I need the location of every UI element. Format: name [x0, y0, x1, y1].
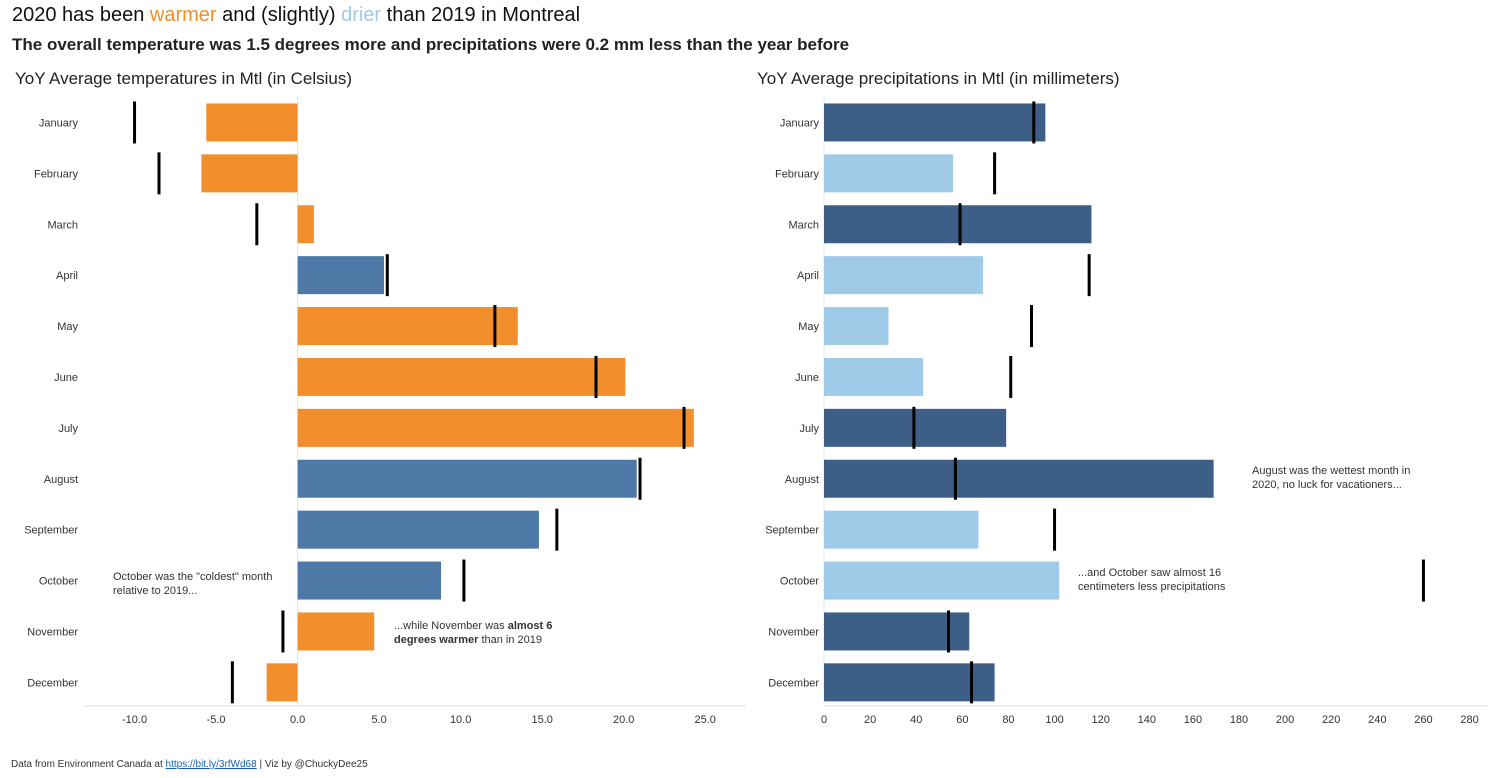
category-label: April	[797, 270, 819, 282]
category-label: December	[27, 677, 78, 689]
x-tick-label: 10.0	[450, 714, 471, 726]
bar-may	[297, 307, 518, 346]
x-tick-label: -10.0	[122, 714, 147, 726]
annotation-november-temp: ...while November was almost 6 degrees w…	[394, 619, 564, 647]
category-label: October	[780, 576, 819, 588]
category-label: October	[39, 576, 78, 588]
x-tick-label: 15.0	[531, 714, 552, 726]
x-tick-label: -5.0	[207, 714, 226, 726]
category-label: May	[57, 321, 78, 333]
footer-credit: | Viz by @ChuckyDee25	[256, 759, 368, 770]
annotation-text: than in 2019	[478, 634, 543, 646]
bar-november	[824, 612, 970, 651]
bar-december	[266, 663, 298, 702]
title-drier: drier	[341, 4, 382, 26]
category-label: January	[780, 117, 820, 129]
category-label: April	[56, 270, 78, 282]
category-label: February	[34, 168, 79, 180]
category-label: June	[795, 372, 819, 384]
category-label: March	[788, 219, 819, 231]
x-tick-label: 120	[1091, 714, 1109, 726]
x-tick-label: 100	[1045, 714, 1063, 726]
bar-september	[824, 510, 979, 549]
title-warmer: warmer	[149, 4, 217, 26]
bar-april	[297, 256, 385, 295]
x-tick-label: 5.0	[371, 714, 386, 726]
x-tick-label: 25.0	[695, 714, 716, 726]
category-label: May	[798, 321, 819, 333]
bar-february	[824, 154, 954, 193]
x-tick-label: 60	[956, 714, 968, 726]
x-tick-label: 280	[1460, 714, 1478, 726]
bar-march	[297, 205, 314, 244]
title-text: than 2019 in Montreal	[381, 4, 581, 26]
category-label: November	[768, 626, 819, 638]
x-tick-label: 0	[821, 714, 827, 726]
category-label: September	[765, 525, 819, 537]
bar-march	[824, 205, 1092, 244]
category-label: June	[54, 372, 78, 384]
x-tick-label: 180	[1230, 714, 1248, 726]
footer: Data from Environment Canada at https://…	[11, 759, 368, 770]
category-label: July	[58, 423, 78, 435]
title-text: and (slightly)	[216, 4, 342, 26]
x-tick-label: 20.0	[613, 714, 634, 726]
category-label: March	[47, 219, 78, 231]
source-link[interactable]: https://bit.ly/3rfWd68	[165, 759, 257, 770]
annotation-august-precip: August was the wettest month in 2020, no…	[1252, 465, 1411, 491]
x-tick-label: 220	[1322, 714, 1340, 726]
x-tick-label: 20	[864, 714, 876, 726]
category-label: August	[44, 474, 78, 486]
category-label: February	[775, 168, 820, 180]
x-tick-label: 140	[1138, 714, 1156, 726]
bar-august	[297, 459, 637, 498]
category-label: December	[768, 677, 819, 689]
bar-august	[824, 459, 1214, 498]
category-label: August	[785, 474, 819, 486]
category-label: January	[39, 117, 79, 129]
category-label: November	[27, 626, 78, 638]
annotation-bold: almost 6 degrees warmer	[394, 620, 553, 646]
bar-june	[824, 357, 924, 396]
page-title: 2020 has been warmer and (slightly) drie…	[12, 4, 580, 27]
bar-february	[201, 154, 298, 193]
bar-july	[297, 408, 694, 447]
title-text: 2020 has been	[12, 4, 150, 26]
annotation-october-precip: ...and October saw almost 16 centimeters…	[1078, 567, 1226, 593]
bar-january	[824, 103, 1046, 142]
x-tick-label: 40	[910, 714, 922, 726]
category-label: July	[799, 423, 819, 435]
page-subtitle: The overall temperature was 1.5 degrees …	[12, 35, 850, 54]
x-tick-label: 80	[1002, 714, 1014, 726]
annotation-text: ...while November was	[394, 620, 508, 632]
bar-october	[297, 561, 442, 600]
bar-october	[824, 561, 1060, 600]
bar-september	[297, 510, 539, 549]
bar-november	[297, 612, 375, 651]
annotation-october-temp: October was the "coldest" month relative…	[113, 571, 273, 597]
bar-december	[824, 663, 995, 702]
x-tick-label: 260	[1414, 714, 1432, 726]
bar-april	[824, 256, 984, 295]
x-tick-label: 200	[1276, 714, 1294, 726]
category-label: September	[24, 525, 78, 537]
bar-may	[824, 307, 889, 346]
x-tick-label: 160	[1184, 714, 1202, 726]
bar-june	[297, 357, 626, 396]
footer-text: Data from Environment Canada at	[11, 759, 166, 770]
x-tick-label: 240	[1368, 714, 1386, 726]
precipitation-chart-title: YoY Average precipitations in Mtl (in mi…	[757, 69, 1120, 88]
bar-january	[206, 103, 298, 142]
temperature-chart-title: YoY Average temperatures in Mtl (in Cels…	[15, 69, 353, 88]
x-tick-label: 0.0	[290, 714, 305, 726]
